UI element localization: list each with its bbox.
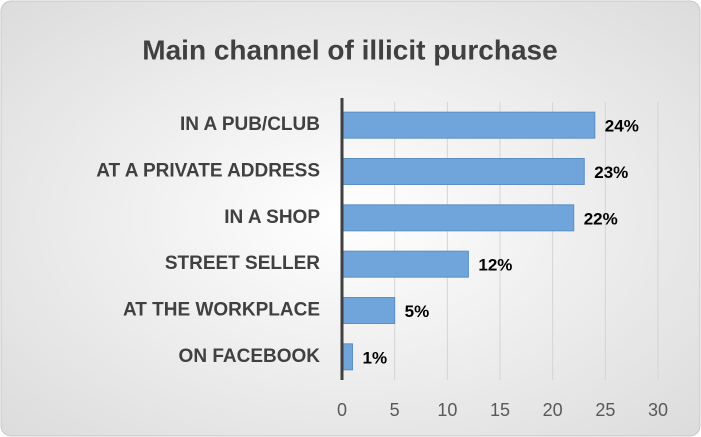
y-tick-label: IN A PUB/CLUB <box>180 114 320 135</box>
y-tick-label: AT A PRIVATE ADDRESS <box>96 161 320 182</box>
chart-title: Main channel of illicit purchase <box>142 34 557 65</box>
x-tick-label: 5 <box>390 400 400 420</box>
x-tick-label: 10 <box>437 400 457 420</box>
data-label: 12% <box>478 256 512 275</box>
bar <box>341 204 575 232</box>
x-tick-label: 0 <box>337 400 347 420</box>
y-tick-label: ON FACEBOOK <box>179 346 321 367</box>
data-label: 5% <box>405 302 430 321</box>
data-label: 22% <box>584 209 618 228</box>
bar <box>341 343 354 371</box>
bar <box>341 158 585 185</box>
y-tick-label: STREET SELLER <box>165 253 320 274</box>
bar <box>341 250 469 278</box>
x-tick-label: 20 <box>543 400 563 420</box>
bar <box>341 111 596 139</box>
x-tick-label: 15 <box>490 400 510 420</box>
y-tick-label: IN A SHOP <box>224 207 320 228</box>
data-label: 1% <box>363 348 388 367</box>
x-tick-label: 25 <box>595 400 615 420</box>
data-label: 23% <box>594 163 628 182</box>
x-tick-label: 30 <box>648 400 668 420</box>
bar <box>341 297 396 324</box>
data-label: 24% <box>605 117 639 136</box>
y-tick-label: AT THE WORKPLACE <box>123 300 320 321</box>
